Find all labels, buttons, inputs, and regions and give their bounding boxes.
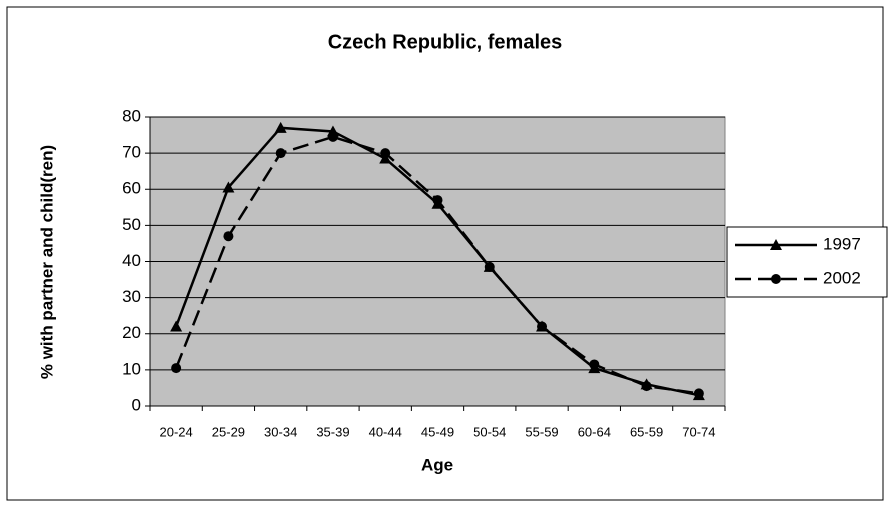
circle-marker bbox=[537, 321, 548, 332]
y-tick-label: 20 bbox=[122, 323, 141, 342]
circle-marker bbox=[223, 231, 234, 242]
x-tick-label: 60-64 bbox=[578, 424, 611, 439]
x-tick-label: 35-39 bbox=[316, 424, 349, 439]
x-tick-label: 50-54 bbox=[473, 424, 506, 439]
circle-marker bbox=[641, 381, 652, 392]
y-tick-label: 50 bbox=[122, 215, 141, 234]
circle-marker bbox=[275, 148, 286, 159]
circle-marker bbox=[432, 195, 443, 206]
x-axis-label: Age bbox=[421, 455, 453, 474]
y-tick-label: 0 bbox=[132, 395, 141, 414]
circle-marker bbox=[484, 261, 495, 272]
triangle-marker bbox=[222, 181, 235, 193]
y-tick-label: 10 bbox=[122, 359, 141, 378]
y-axis-label: % with partner and child(ren) bbox=[37, 145, 56, 379]
y-tick-label: 30 bbox=[122, 287, 141, 306]
legend-box bbox=[726, 226, 888, 298]
circle-marker bbox=[327, 131, 338, 142]
x-tick-label: 40-44 bbox=[369, 424, 402, 439]
x-tick-label: 45-49 bbox=[421, 424, 454, 439]
x-tick-label: 70-74 bbox=[682, 424, 715, 439]
triangle-marker bbox=[170, 320, 183, 332]
circle-marker bbox=[589, 359, 600, 370]
y-tick-label: 70 bbox=[122, 143, 141, 162]
circle-marker bbox=[171, 363, 182, 374]
chart-title: Czech Republic, females bbox=[328, 31, 563, 53]
circle-marker bbox=[693, 388, 704, 399]
y-tick-label: 80 bbox=[122, 106, 141, 125]
x-tick-label: 65-59 bbox=[630, 424, 663, 439]
triangle-marker bbox=[274, 121, 287, 133]
legend-label: 1997 bbox=[823, 234, 861, 253]
x-tick-label: 20-24 bbox=[160, 424, 193, 439]
legend-marker bbox=[771, 274, 781, 284]
circle-marker bbox=[380, 148, 391, 159]
y-tick-label: 40 bbox=[122, 251, 141, 270]
legend-label: 2002 bbox=[823, 268, 861, 287]
legend-marker bbox=[770, 239, 782, 250]
x-tick-label: 30-34 bbox=[264, 424, 297, 439]
x-tick-label: 55-59 bbox=[525, 424, 558, 439]
y-tick-label: 60 bbox=[122, 179, 141, 198]
x-tick-label: 25-29 bbox=[212, 424, 245, 439]
